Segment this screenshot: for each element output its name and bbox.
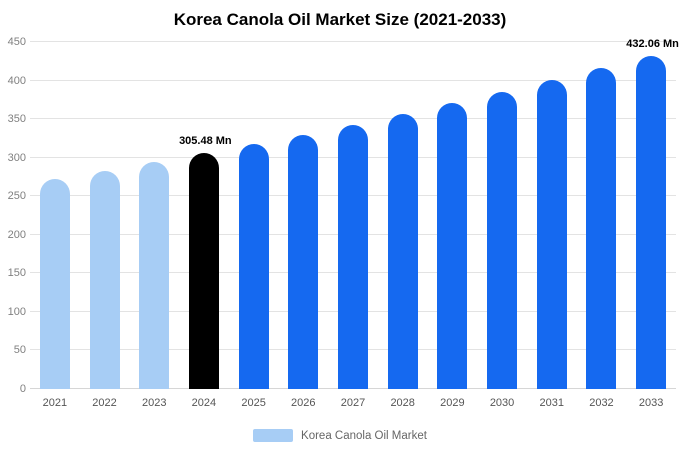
legend: Korea Canola Oil Market [0,429,680,442]
bar-2028[interactable] [387,114,418,389]
bar-2031[interactable] [536,80,567,389]
bar-2032[interactable] [586,68,617,389]
y-tick-label-150: 150 [7,267,26,280]
bar-2024[interactable] [188,153,219,389]
x-tick-label-2021: 2021 [42,397,68,409]
y-tick-label-350: 350 [7,113,26,126]
x-tick-label-2033: 2033 [638,397,664,409]
bar-2025[interactable] [238,144,269,389]
legend-label[interactable]: Korea Canola Oil Market [301,429,427,442]
value-label-2033: 432.06 Mn [626,37,679,50]
y-tick-label-400: 400 [7,74,26,87]
y-tick-label-0: 0 [19,383,26,395]
bar-2030[interactable] [487,92,518,389]
bar-2027[interactable] [338,124,368,389]
y-tick-label-200: 200 [7,228,26,241]
bar-2033[interactable] [636,55,667,389]
plot-area: 305.48 Mn 432.06 Mn [30,38,679,389]
x-tick-label-2023: 2023 [141,397,167,409]
y-tick-label-50: 50 [13,344,26,357]
bar-2026[interactable] [288,134,319,389]
x-tick-label-2031: 2031 [539,397,564,409]
gridline-350 [30,118,676,120]
x-tick-label-2026: 2026 [291,397,316,409]
y-axis: 0 50 100 150 200 250 300 350 400 450 [0,36,26,395]
y-tick-label-250: 250 [7,190,26,203]
bar-2023[interactable] [139,162,170,389]
gridline-400 [30,79,676,81]
x-tick-label-2024: 2024 [191,397,217,409]
y-tick-label-450: 450 [7,36,26,48]
bar-2022[interactable] [89,170,120,389]
x-tick-label-2032: 2032 [589,397,614,409]
x-tick-label-2030: 2030 [489,397,515,409]
bar-2029[interactable] [437,103,468,389]
bar-2021[interactable] [39,179,70,389]
x-tick-label-2028: 2028 [390,397,415,409]
gridline-450 [30,41,676,42]
x-tick-label-2029: 2029 [440,397,465,409]
x-tick-label-2027: 2027 [340,397,366,409]
y-tick-label-100: 100 [7,305,26,318]
x-tick-label-2025: 2025 [241,397,266,409]
x-tick-label-2022: 2022 [92,397,117,409]
value-label-2024: 305.48 Mn [179,135,232,148]
y-tick-label-300: 300 [7,151,26,164]
legend-swatch[interactable] [253,429,294,442]
chart-title: Korea Canola Oil Market Size (2021-2033) [173,10,507,29]
x-axis: 2021 2022 2023 2024 2025 2026 2027 2028 2029 2030… [30,397,676,413]
